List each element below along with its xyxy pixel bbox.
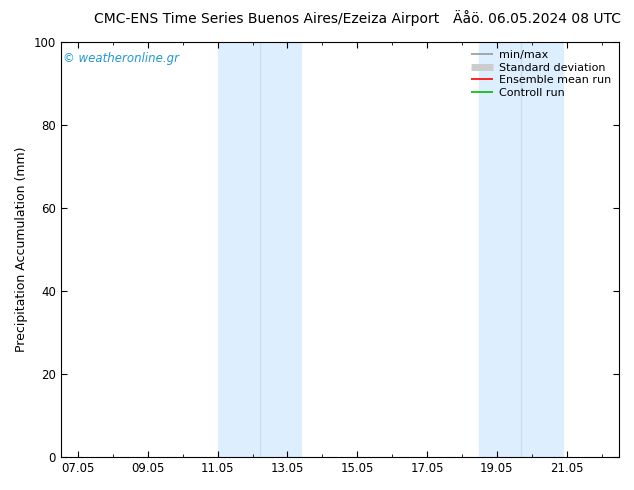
Text: CMC-ENS Time Series Buenos Aires/Ezeiza Airport: CMC-ENS Time Series Buenos Aires/Ezeiza …: [94, 12, 439, 26]
Text: © weatheronline.gr: © weatheronline.gr: [63, 52, 179, 66]
Y-axis label: Precipitation Accumulation (mm): Precipitation Accumulation (mm): [15, 147, 28, 352]
Bar: [479, 42, 563, 457]
Text: Äåö. 06.05.2024 08 UTC: Äåö. 06.05.2024 08 UTC: [453, 12, 621, 26]
Legend: min/max, Standard deviation, Ensemble mean run, Controll run: min/max, Standard deviation, Ensemble me…: [469, 48, 614, 100]
Bar: [217, 42, 301, 457]
